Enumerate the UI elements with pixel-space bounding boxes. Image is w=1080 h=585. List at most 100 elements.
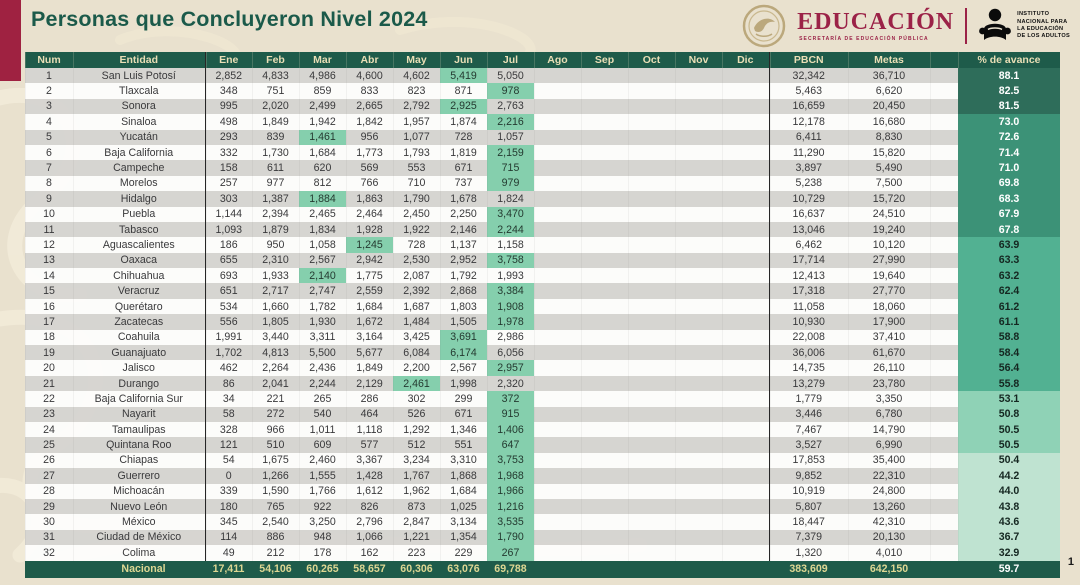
month-value (722, 345, 769, 361)
table-row: 2 Tlaxcala 348 751 859 833 823 871 978 5,463 6,620… (25, 83, 1060, 99)
avance-value: 68.3 (958, 191, 1060, 207)
month-value (675, 452, 722, 469)
month-value: 540 (299, 406, 346, 422)
row-number: 5 (25, 129, 73, 145)
month-value: 1,766 (299, 483, 346, 499)
entity-name: Guanajuato (73, 345, 205, 361)
month-value: 2,310 (252, 252, 299, 269)
spacer-cell (930, 68, 958, 84)
entity-name: Veracruz (73, 283, 205, 299)
avance-value: 58.8 (958, 329, 1060, 346)
month-value (722, 314, 769, 330)
pbcn-value: 9,852 (768, 468, 848, 484)
avance-value: 71.4 (958, 144, 1060, 161)
month-value (675, 437, 722, 453)
row-number: 24 (25, 421, 73, 438)
spacer-cell (930, 529, 958, 546)
month-value: 1,484 (393, 314, 440, 330)
month-value: 3,367 (346, 452, 393, 469)
month-value (675, 406, 722, 422)
month-value: 3,535 (487, 514, 534, 530)
entity-name: San Luis Potosí (73, 68, 205, 84)
month-value: 498 (204, 114, 252, 130)
spacer-cell (930, 560, 958, 578)
month-value: 948 (299, 529, 346, 546)
spacer-cell (930, 206, 958, 222)
month-value: 1,672 (346, 314, 393, 330)
avance-value: 67.8 (958, 221, 1060, 238)
metas-value: 27,770 (848, 283, 930, 299)
month-value: 977 (252, 175, 299, 192)
month-value (534, 114, 581, 130)
month-value (581, 144, 628, 161)
month-value (722, 483, 769, 499)
total-month-value: 54,106 (252, 560, 299, 578)
pbcn-value: 17,714 (768, 252, 848, 269)
row-number: 27 (25, 468, 73, 484)
row-number: 20 (25, 360, 73, 376)
month-value: 4,600 (346, 68, 393, 84)
month-value: 348 (204, 83, 252, 99)
entity-name: México (73, 514, 205, 530)
month-value: 1,093 (204, 221, 252, 238)
month-value (581, 268, 628, 284)
avance-value: 36.7 (958, 529, 1060, 546)
month-value: 3,440 (252, 329, 299, 346)
row-number: 22 (25, 391, 73, 407)
month-value (628, 268, 675, 284)
month-value (628, 314, 675, 330)
month-value: 1,011 (299, 421, 346, 438)
column-header-num: Num (25, 52, 73, 68)
month-value: 1,942 (299, 114, 346, 130)
table-row: 10 Puebla 1,144 2,394 2,465 2,464 2,450 2,250 3,… (25, 206, 1060, 222)
month-value (581, 237, 628, 253)
pbcn-value: 13,279 (768, 375, 848, 392)
spacer-cell (930, 375, 958, 392)
month-value: 1,773 (346, 144, 393, 161)
month-value (581, 98, 628, 115)
month-value: 833 (346, 83, 393, 99)
month-value (722, 68, 769, 84)
month-value: 671 (440, 406, 487, 422)
month-value (628, 144, 675, 161)
month-value: 1,118 (346, 421, 393, 438)
month-value: 299 (440, 391, 487, 407)
month-value: 966 (252, 421, 299, 438)
avance-value: 32.9 (958, 545, 1060, 561)
month-value (628, 545, 675, 561)
inea-line: NACIONAL PARA (1017, 18, 1068, 25)
sep-wordmark: EDUCACIÓN SECRETARÍA DE EDUCACIÓN PÚBLIC… (797, 10, 954, 42)
pbcn-value: 17,853 (768, 452, 848, 469)
table-row: 5 Yucatán 293 839 1,461 956 1,077 728 1,057 6,411… (25, 129, 1060, 145)
month-value (581, 160, 628, 176)
metas-value: 35,400 (848, 452, 930, 469)
month-value (675, 314, 722, 330)
table-row: 21 Durango 86 2,041 2,244 2,129 2,461 1,998 2,32… (25, 375, 1060, 392)
entity-name: Tabasco (73, 221, 205, 238)
avance-value: 72.6 (958, 129, 1060, 145)
month-value: 915 (487, 406, 534, 422)
row-number: 29 (25, 498, 73, 515)
entity-name: Morelos (73, 175, 205, 192)
spacer-cell (930, 252, 958, 269)
pbcn-value: 16,637 (768, 206, 848, 222)
month-value: 2,436 (299, 360, 346, 376)
metas-value: 61,670 (848, 345, 930, 361)
pbcn-value: 6,462 (768, 237, 848, 253)
avance-value: 43.8 (958, 498, 1060, 515)
month-value (581, 191, 628, 207)
row-number: 15 (25, 283, 73, 299)
table-row: 30 México 345 2,540 3,250 2,796 2,847 3,134 3,53… (25, 514, 1060, 530)
row-number: 2 (25, 83, 73, 99)
month-value: 2,986 (487, 329, 534, 346)
avance-value: 67.9 (958, 206, 1060, 222)
month-value: 1,684 (299, 144, 346, 161)
month-value: 1,868 (440, 468, 487, 484)
month-value (628, 498, 675, 515)
month-value: 4,986 (299, 68, 346, 84)
entity-name: Quintana Roo (73, 437, 205, 453)
month-value (722, 329, 769, 346)
entity-name: Aguascalientes (73, 237, 205, 253)
month-value (722, 83, 769, 99)
